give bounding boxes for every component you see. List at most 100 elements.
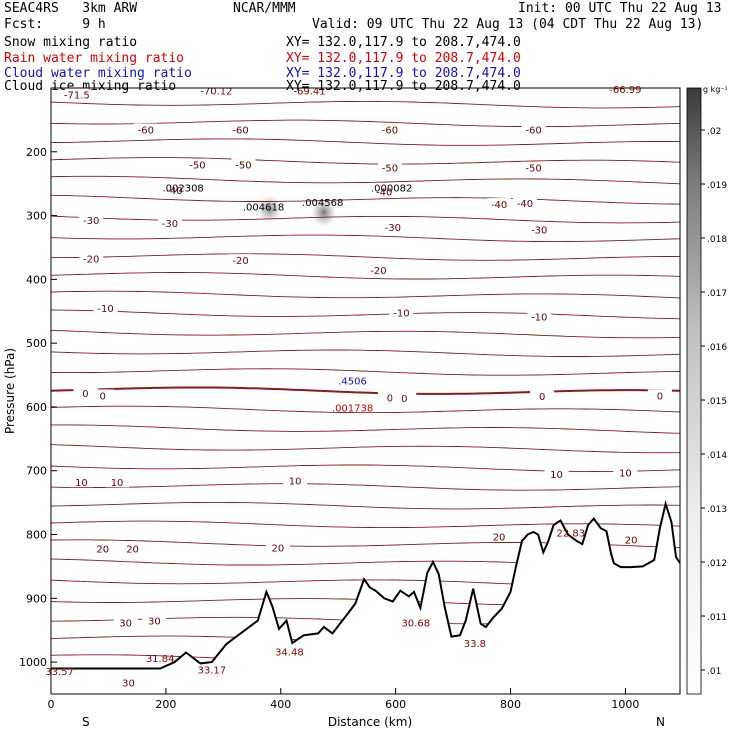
extremum-value-11: .004618: [243, 202, 284, 213]
contour-label-15: -30: [385, 223, 401, 234]
temperature-contour-21: [51, 501, 680, 510]
extremum-value-4: 30.68: [401, 618, 430, 629]
contour-label-31: 10: [289, 476, 302, 487]
field-label-rain: Rain water mixing ratio: [4, 51, 185, 66]
x-axis-title: Distance (km): [328, 715, 412, 729]
y-tick-label-0: 200: [26, 146, 47, 159]
field-xy-cloud-ice: XY= 132.0,117.9 to 208.7,474.0: [286, 79, 521, 94]
x-tick-label-0: 0: [48, 698, 55, 711]
temperature-contour-1: [51, 119, 680, 128]
contour-label-bg: [133, 123, 158, 135]
contour-label-40: 30: [148, 617, 161, 628]
contour-label-bg: [527, 223, 552, 235]
contour-label-bg: [544, 467, 569, 479]
y-tick-label-8: 1000: [19, 656, 47, 669]
temperature-contour-9: [51, 272, 680, 280]
extremum-value-5: 33.8: [464, 639, 486, 650]
temperature-contour-14: [51, 368, 680, 376]
extremum-value-7: -70.12: [200, 86, 232, 97]
contour-label-35: 20: [126, 545, 139, 556]
contour-label-37: 20: [493, 532, 506, 543]
contour-label-bg: [69, 476, 94, 488]
north-label: N: [656, 715, 665, 729]
y-tick-label-6: 800: [26, 529, 47, 542]
contour-label-25: 0: [387, 393, 393, 404]
contour-label-22: -10: [531, 312, 547, 323]
contour-label-bg: [113, 616, 138, 628]
extremum-value-0: 33.57: [45, 667, 74, 678]
colorbar-label-9: .019: [707, 181, 727, 191]
x-tick-label-3: 600: [385, 698, 406, 711]
contour-label-bg: [228, 123, 253, 135]
valid-time: Valid: 09 UTC Thu 22 Aug 13 (04 CDT Thu …: [312, 17, 704, 32]
contour-label-bg: [527, 310, 552, 322]
contour-label-bg: [512, 196, 537, 208]
contour-label-bg: [613, 466, 638, 478]
contour-label-2: -60: [232, 125, 248, 136]
contour-label-bg: [487, 198, 512, 210]
contour-label-28: 0: [657, 391, 663, 402]
contour-label-0: -71.5: [64, 90, 90, 101]
colorbar-label-0: .01: [707, 667, 721, 677]
contour-label-bg: [93, 302, 118, 314]
contour-label-bg: [283, 474, 308, 486]
contour-label-18: -20: [232, 256, 248, 267]
contour-label-17: -20: [83, 254, 99, 265]
colorbar-label-3: .013: [707, 505, 727, 515]
y-tick-label-1: 300: [26, 210, 47, 223]
colorbar: [686, 87, 702, 695]
x-tick-label-4: 800: [500, 698, 521, 711]
contour-label-21: -10: [393, 309, 409, 320]
colorbar-label-5: .015: [707, 397, 727, 407]
contour-label-3: -60: [382, 125, 398, 136]
x-tick-label-5: 1000: [611, 698, 639, 711]
temperature-contour-17: [51, 424, 680, 434]
temperature-contour-20: [51, 483, 680, 491]
y-tick-label-4: 600: [26, 401, 47, 414]
contour-label-bg: [521, 123, 546, 135]
terrain-line: [51, 500, 680, 670]
contour-label-38: 20: [625, 536, 638, 547]
terrain-fill: [51, 503, 680, 694]
south-label: S: [82, 715, 90, 729]
contour-label-1: -60: [138, 125, 154, 136]
temperature-contour-3: [51, 157, 680, 165]
contour-label-27: 0: [539, 392, 545, 403]
contour-label-10: -40: [376, 187, 392, 198]
contour-label-bg: [116, 676, 141, 688]
contour-label-bg: [79, 214, 104, 226]
colorbar-label-8: .018: [707, 235, 727, 245]
contour-label-bg: [231, 158, 256, 170]
temperature-contour-22: [51, 520, 680, 529]
extremum-value-14: .4506: [338, 377, 367, 388]
contour-label-6: -50: [235, 161, 251, 172]
contour-label-24: 0: [100, 391, 106, 402]
contour-label-bg: [120, 542, 145, 554]
colorbar-unit: g kg⁻¹: [703, 85, 728, 94]
contour-label-bg: [377, 391, 402, 403]
temperature-contour-11: [51, 309, 680, 320]
field-xy-snow: XY= 132.0,117.9 to 208.7,474.0: [286, 35, 521, 50]
extremum-value-12: .004568: [302, 198, 343, 209]
contour-label-bg: [142, 614, 167, 626]
contour-label-14: -30: [162, 219, 178, 230]
contour-label-bg: [487, 530, 512, 542]
contour-label-20: -10: [97, 304, 113, 315]
contour-label-19: -20: [370, 266, 386, 277]
contour-label-bg: [377, 161, 402, 173]
temperature-contour-10: [51, 290, 680, 299]
temperature-contour-6: [51, 215, 680, 224]
contour-label-bg: [647, 389, 672, 401]
colorbar-label-10: .02: [707, 127, 721, 137]
contour-label-13: -30: [83, 216, 99, 227]
contour-label-33: 10: [619, 469, 632, 480]
cloud-shading-1: [309, 196, 338, 229]
plot-frame: [50, 87, 681, 695]
contour-label-bg: [228, 254, 253, 266]
extremum-value-10: .002308: [162, 183, 203, 194]
x-tick-label-2: 400: [270, 698, 291, 711]
field-xy-rain: XY= 132.0,117.9 to 208.7,474.0: [286, 51, 521, 66]
contour-label-9: -40: [166, 186, 182, 197]
contour-label-bg: [377, 123, 402, 135]
